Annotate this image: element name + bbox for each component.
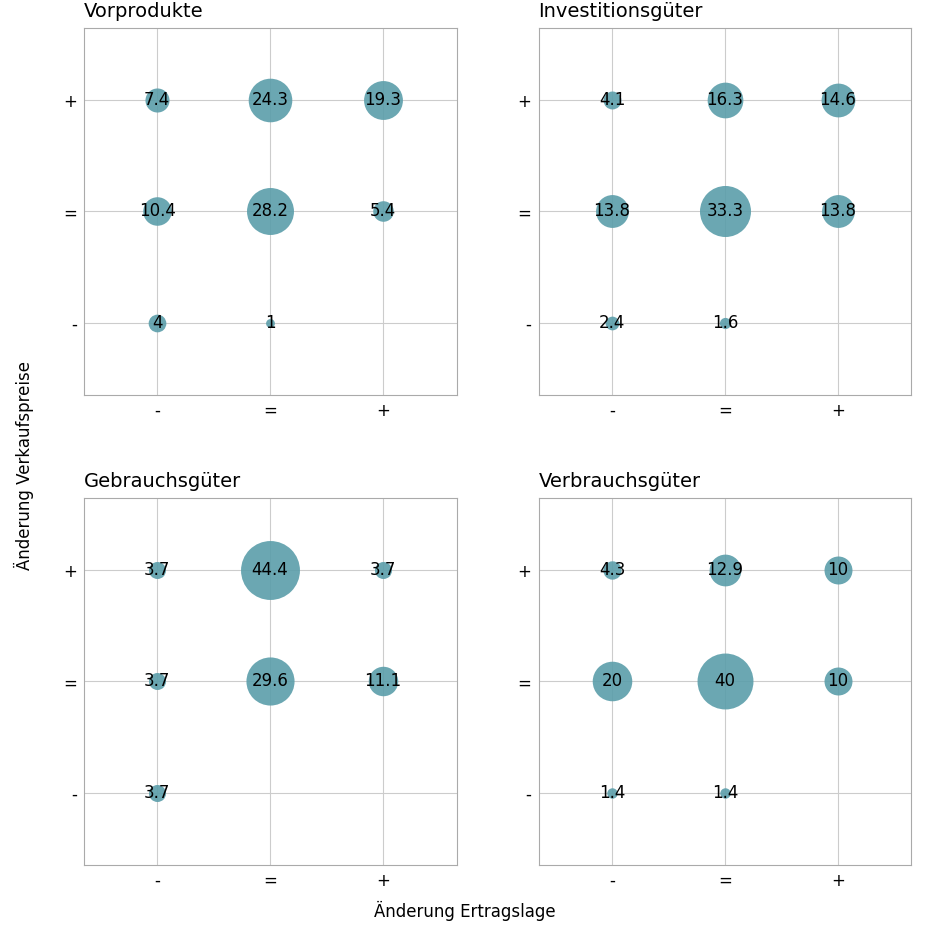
Point (376, 204, 391, 219)
Point (718, 315, 733, 330)
Text: 11.1: 11.1 (365, 672, 402, 690)
Text: 10: 10 (828, 672, 848, 690)
Point (376, 674, 391, 689)
Point (150, 674, 165, 689)
Point (262, 204, 277, 219)
Text: 13.8: 13.8 (819, 203, 857, 220)
Text: 4.3: 4.3 (599, 561, 625, 579)
Point (718, 674, 733, 689)
Text: 33.3: 33.3 (707, 203, 744, 220)
Text: 3.7: 3.7 (144, 784, 170, 802)
Text: 10.4: 10.4 (139, 203, 176, 220)
Text: 19.3: 19.3 (365, 91, 402, 109)
Point (830, 204, 845, 219)
Text: 3.7: 3.7 (144, 561, 170, 579)
Text: 12.9: 12.9 (707, 561, 743, 579)
Point (604, 93, 619, 108)
Point (604, 204, 619, 219)
Text: 20: 20 (602, 672, 622, 690)
Point (718, 563, 733, 578)
Point (150, 785, 165, 800)
Point (376, 93, 391, 108)
Text: 1.4: 1.4 (711, 784, 738, 802)
Text: 1.6: 1.6 (711, 313, 738, 332)
Point (150, 93, 165, 108)
Text: 29.6: 29.6 (252, 672, 288, 690)
Text: Investitionsgüter: Investitionsgüter (538, 2, 703, 20)
Text: Vorprodukte: Vorprodukte (84, 2, 204, 20)
Point (718, 204, 733, 219)
Text: 16.3: 16.3 (707, 91, 743, 109)
Text: Änderung Verkaufspreise: Änderung Verkaufspreise (14, 361, 34, 569)
Text: 5.4: 5.4 (370, 203, 396, 220)
Point (376, 563, 391, 578)
Text: Gebrauchsgüter: Gebrauchsgüter (84, 472, 241, 491)
Point (150, 204, 165, 219)
Text: 10: 10 (828, 561, 848, 579)
Point (830, 563, 845, 578)
Text: 1.4: 1.4 (599, 784, 625, 802)
Text: 44.4: 44.4 (252, 561, 288, 579)
Text: 1: 1 (265, 313, 275, 332)
Point (262, 315, 277, 330)
Text: 28.2: 28.2 (252, 203, 288, 220)
Text: 4.1: 4.1 (599, 91, 625, 109)
Point (262, 674, 277, 689)
Text: 2.4: 2.4 (599, 313, 625, 332)
Point (604, 785, 619, 800)
Point (604, 563, 619, 578)
Text: 24.3: 24.3 (252, 91, 288, 109)
Point (604, 674, 619, 689)
Point (150, 563, 165, 578)
Text: Verbrauchsgüter: Verbrauchsgüter (538, 472, 700, 491)
Point (718, 93, 733, 108)
Point (150, 315, 165, 330)
Text: Änderung Ertragslage: Änderung Ertragslage (374, 900, 556, 921)
Point (718, 785, 733, 800)
Text: 3.7: 3.7 (144, 672, 170, 690)
Text: 7.4: 7.4 (144, 91, 170, 109)
Point (830, 674, 845, 689)
Text: 14.6: 14.6 (819, 91, 857, 109)
Text: 40: 40 (714, 672, 736, 690)
Text: 4: 4 (152, 313, 163, 332)
Point (262, 93, 277, 108)
Point (262, 563, 277, 578)
Text: 13.8: 13.8 (593, 203, 631, 220)
Point (604, 315, 619, 330)
Point (830, 93, 845, 108)
Text: 3.7: 3.7 (370, 561, 396, 579)
